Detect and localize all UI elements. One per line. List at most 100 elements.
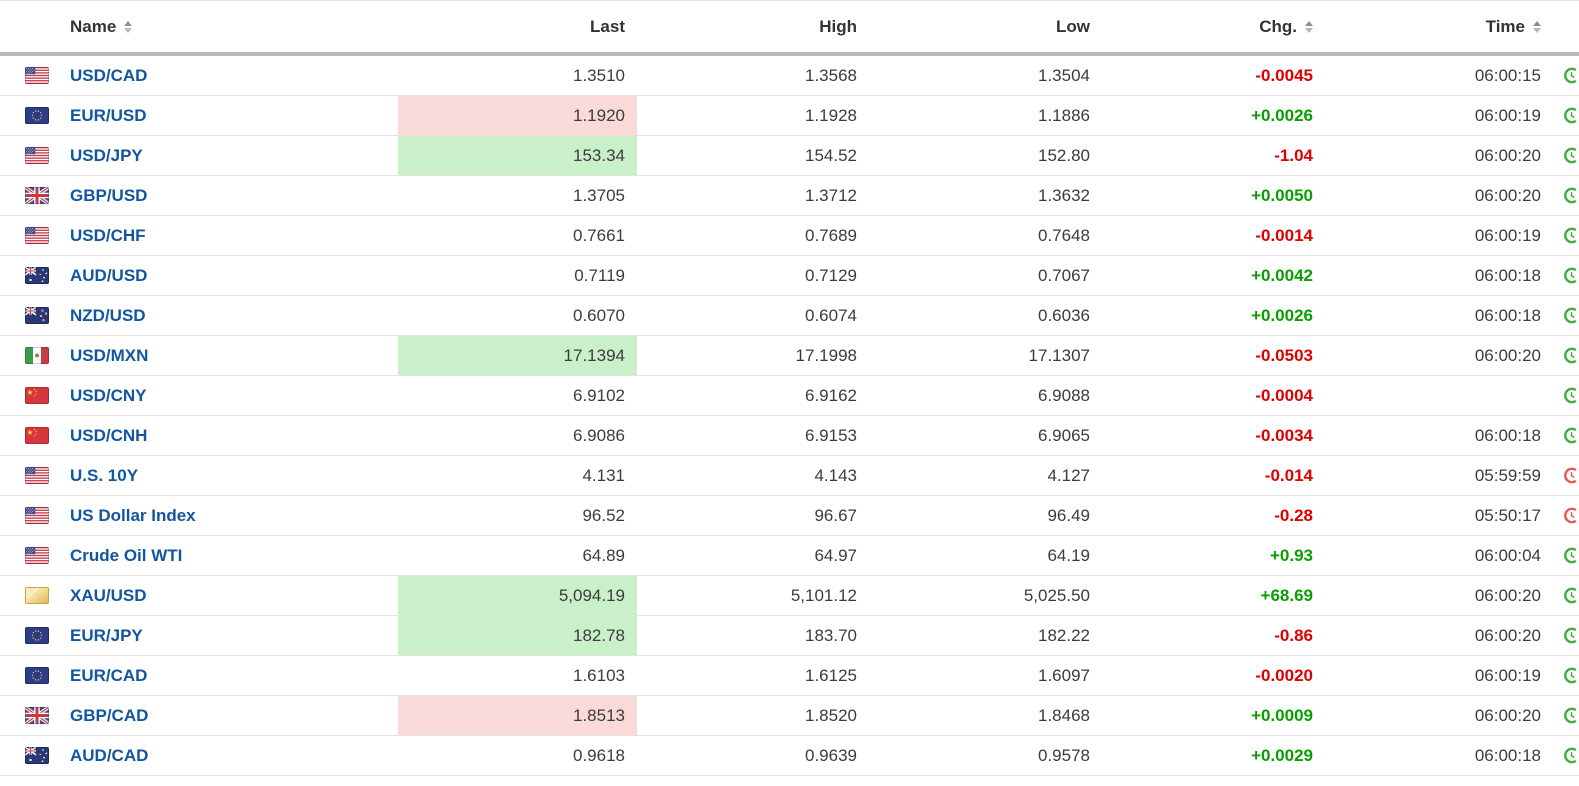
nz-flag-icon <box>25 307 49 324</box>
eu-flag-icon <box>25 667 49 684</box>
time-cell: 06:00:18 <box>1474 425 1541 445</box>
low-cell: 1.1886 <box>1038 105 1090 125</box>
name-cell: U.S. 10Y <box>0 456 398 495</box>
instrument-link[interactable]: USD/CNY <box>70 385 147 405</box>
name-cell: AUD/USD <box>0 256 398 295</box>
chg-cell: -0.0045 <box>1255 65 1313 85</box>
instrument-link[interactable]: US Dollar Index <box>70 505 196 525</box>
clock-icon <box>1563 547 1579 564</box>
time-cell: 06:00:20 <box>1474 185 1541 205</box>
column-header-clock <box>1556 1 1579 52</box>
instrument-link[interactable]: USD/CAD <box>70 65 148 85</box>
table-row: AUD/USD 0.7119 0.7129 0.7067 +0.0042 06:… <box>0 256 1579 296</box>
clock-cell <box>1556 216 1579 255</box>
table-row: NZD/USD 0.6070 0.6074 0.6036 +0.0026 06:… <box>0 296 1579 336</box>
table-row: USD/CHF 0.7661 0.7689 0.7648 -0.0014 06:… <box>0 216 1579 256</box>
table-row: GBP/CAD 1.8513 1.8520 1.8468 +0.0009 06:… <box>0 696 1579 736</box>
name-cell: USD/CNH <box>0 416 398 455</box>
high-cell: 1.3568 <box>805 65 857 85</box>
instrument-link[interactable]: Crude Oil WTI <box>70 545 183 565</box>
high-cell: 1.1928 <box>805 105 857 125</box>
column-header-last: Last <box>398 1 637 52</box>
high-cell: 0.7689 <box>805 225 857 245</box>
clock-cell <box>1556 576 1579 615</box>
instrument-link[interactable]: GBP/CAD <box>70 705 149 725</box>
name-cell: USD/CHF <box>0 216 398 255</box>
low-cell: 182.22 <box>1038 625 1090 645</box>
last-cell: 17.1394 <box>398 336 637 375</box>
high-cell: 6.9162 <box>805 385 857 405</box>
chg-cell: +0.93 <box>1269 545 1313 565</box>
instrument-link[interactable]: USD/CHF <box>70 225 146 245</box>
clock-icon <box>1563 107 1579 124</box>
high-cell: 154.52 <box>805 145 857 165</box>
time-cell: 05:50:17 <box>1474 505 1541 525</box>
instrument-link[interactable]: USD/MXN <box>70 345 149 365</box>
instrument-link[interactable]: EUR/CAD <box>70 665 148 685</box>
time-cell <box>1330 376 1556 415</box>
time-cell: 06:00:20 <box>1474 585 1541 605</box>
instrument-link[interactable]: USD/CNH <box>70 425 148 445</box>
last-cell: 0.9618 <box>573 745 625 765</box>
last-cell: 0.6070 <box>573 305 625 325</box>
last-cell: 1.3510 <box>573 65 625 85</box>
clock-icon <box>1563 307 1579 324</box>
column-label: Name <box>70 16 117 36</box>
low-cell: 1.3504 <box>1038 65 1090 85</box>
table-row: EUR/USD 1.1920 1.1928 1.1886 +0.0026 06:… <box>0 96 1579 136</box>
instrument-link[interactable]: EUR/JPY <box>70 625 143 645</box>
clock-cell <box>1556 616 1579 655</box>
low-cell: 1.8468 <box>1038 705 1090 725</box>
instrument-link[interactable]: U.S. 10Y <box>70 465 139 485</box>
table-header: Name Last High Low Chg. Time <box>0 1 1579 56</box>
time-cell: 06:00:18 <box>1474 265 1541 285</box>
clock-icon <box>1563 347 1579 364</box>
au-flag-icon <box>25 747 49 764</box>
last-cell: 0.7661 <box>573 225 625 245</box>
name-cell: XAU/USD <box>0 576 398 615</box>
table-row: GBP/USD 1.3705 1.3712 1.3632 +0.0050 06:… <box>0 176 1579 216</box>
us-flag-icon <box>25 227 49 244</box>
instrument-link[interactable]: AUD/USD <box>70 265 148 285</box>
name-cell: EUR/USD <box>0 96 398 135</box>
name-cell: Crude Oil WTI <box>0 536 398 575</box>
mx-flag-icon <box>25 347 49 364</box>
name-cell: USD/JPY <box>0 136 398 175</box>
chg-cell: +0.0042 <box>1251 265 1313 285</box>
instrument-link[interactable]: USD/JPY <box>70 145 143 165</box>
instrument-link[interactable]: EUR/USD <box>70 105 147 125</box>
low-cell: 17.1307 <box>1028 345 1090 365</box>
clock-cell <box>1556 736 1579 775</box>
us-flag-icon <box>25 67 49 84</box>
clock-icon <box>1563 507 1579 524</box>
column-label: Last <box>590 16 625 36</box>
high-cell: 0.6074 <box>805 305 857 325</box>
name-cell: AUD/CAD <box>0 736 398 775</box>
instrument-link[interactable]: NZD/USD <box>70 305 146 325</box>
table-row: USD/MXN 17.1394 17.1998 17.1307 -0.0503 … <box>0 336 1579 376</box>
high-cell: 0.7129 <box>805 265 857 285</box>
gold-bar-icon <box>25 587 49 604</box>
instrument-link[interactable]: AUD/CAD <box>70 745 149 765</box>
clock-icon <box>1563 707 1579 724</box>
time-cell: 06:00:18 <box>1474 305 1541 325</box>
high-cell: 4.143 <box>814 465 857 485</box>
instrument-link[interactable]: GBP/USD <box>70 185 148 205</box>
chg-cell: +0.0009 <box>1251 705 1313 725</box>
chg-cell: -0.86 <box>1274 625 1313 645</box>
table-row: Crude Oil WTI 64.89 64.97 64.19 +0.93 06… <box>0 536 1579 576</box>
column-header-name[interactable]: Name <box>0 1 398 52</box>
chg-cell: +0.0050 <box>1251 185 1313 205</box>
table-row: AUD/CAD 0.9618 0.9639 0.9578 +0.0029 06:… <box>0 736 1579 776</box>
clock-icon <box>1563 187 1579 204</box>
last-cell: 1.3705 <box>573 185 625 205</box>
column-header-chg[interactable]: Chg. <box>1103 1 1330 52</box>
clock-icon <box>1563 467 1579 484</box>
chg-cell: +0.0029 <box>1251 745 1313 765</box>
column-label: High <box>819 16 857 36</box>
instrument-link[interactable]: XAU/USD <box>70 585 147 605</box>
column-header-time[interactable]: Time <box>1330 1 1556 52</box>
column-header-low: Low <box>870 1 1103 52</box>
column-label: Chg. <box>1259 16 1297 36</box>
gb-flag-icon <box>25 187 49 204</box>
